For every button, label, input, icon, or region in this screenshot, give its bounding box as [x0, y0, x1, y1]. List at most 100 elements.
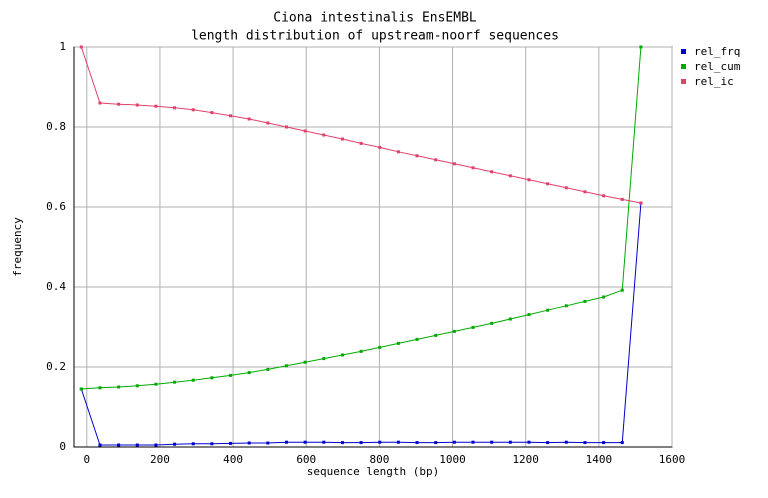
point: [602, 441, 606, 445]
point: [229, 114, 233, 118]
point: [471, 440, 475, 444]
y-axis-label: frequency: [11, 217, 24, 277]
point: [79, 387, 83, 391]
point: [508, 174, 512, 178]
point: [154, 104, 158, 108]
point: [415, 337, 419, 341]
point: [247, 117, 251, 121]
point: [210, 376, 214, 380]
point: [154, 382, 158, 386]
point: [620, 288, 624, 292]
point: [602, 194, 606, 198]
x-tick-label: 200: [150, 453, 170, 466]
point: [135, 443, 139, 447]
y-tick-label: 1: [59, 40, 66, 53]
point: [154, 443, 158, 447]
point: [434, 441, 438, 445]
x-tick-label: 0: [83, 453, 90, 466]
point: [322, 440, 326, 444]
x-tick-label: 1400: [586, 453, 613, 466]
x-tick-label: 800: [369, 453, 389, 466]
point: [359, 141, 363, 145]
point: [285, 440, 289, 444]
y-tick-label: 0.6: [46, 200, 66, 213]
point: [452, 162, 456, 166]
legend-marker: [681, 49, 686, 54]
point: [490, 321, 494, 325]
point: [378, 440, 382, 444]
point: [527, 178, 531, 182]
point: [471, 325, 475, 329]
point: [452, 329, 456, 333]
point: [359, 441, 363, 445]
legend-marker: [681, 64, 686, 69]
point: [583, 441, 587, 445]
x-tick-label: 600: [296, 453, 316, 466]
chart-title: Ciona intestinalis EnsEMBL: [273, 11, 477, 26]
point: [285, 125, 289, 129]
point: [620, 441, 624, 445]
y-tick-label: 0.2: [46, 360, 66, 373]
point: [378, 145, 382, 149]
point: [546, 441, 550, 445]
y-tick-label: 0.8: [46, 120, 66, 133]
point: [266, 441, 270, 445]
point: [173, 442, 177, 446]
point: [117, 102, 121, 106]
legend-label: rel_ic: [694, 75, 734, 88]
point: [79, 45, 83, 49]
point: [359, 349, 363, 353]
x-tick-label: 1200: [512, 453, 539, 466]
point: [191, 108, 195, 112]
point: [322, 133, 326, 137]
point: [564, 440, 568, 444]
plot-area: [73, 46, 673, 448]
point: [471, 166, 475, 170]
point: [303, 360, 307, 364]
legend-marker: [681, 79, 686, 84]
point: [396, 150, 400, 154]
point: [135, 384, 139, 388]
point: [490, 170, 494, 174]
y-tick-label: 0.4: [46, 280, 66, 293]
point: [527, 440, 531, 444]
chart-subtitle: length distribution of upstream-noorf se…: [191, 29, 559, 44]
point: [583, 190, 587, 194]
point: [602, 295, 606, 299]
point: [434, 158, 438, 162]
point: [266, 367, 270, 371]
point: [564, 304, 568, 308]
point: [340, 353, 344, 357]
point: [229, 441, 233, 445]
point: [247, 371, 251, 375]
point: [135, 103, 139, 107]
legend-label: rel_cum: [694, 60, 741, 73]
point: [117, 443, 121, 447]
point: [285, 364, 289, 368]
point: [583, 299, 587, 303]
x-tick-label: 1600: [659, 453, 686, 466]
point: [98, 443, 102, 447]
point: [303, 440, 307, 444]
point: [639, 201, 643, 205]
point: [247, 441, 251, 445]
point: [98, 386, 102, 390]
point: [98, 101, 102, 105]
point: [173, 380, 177, 384]
x-tick-label: 1000: [439, 453, 466, 466]
point: [210, 111, 214, 115]
point: [210, 442, 214, 446]
point: [396, 440, 400, 444]
point: [564, 186, 568, 190]
x-tick-label: 400: [223, 453, 243, 466]
point: [266, 121, 270, 125]
point: [340, 137, 344, 141]
legend-label: rel_frq: [694, 45, 740, 58]
point: [546, 182, 550, 186]
point: [173, 106, 177, 110]
point: [191, 378, 195, 382]
point: [340, 441, 344, 445]
point: [490, 440, 494, 444]
point: [434, 333, 438, 337]
